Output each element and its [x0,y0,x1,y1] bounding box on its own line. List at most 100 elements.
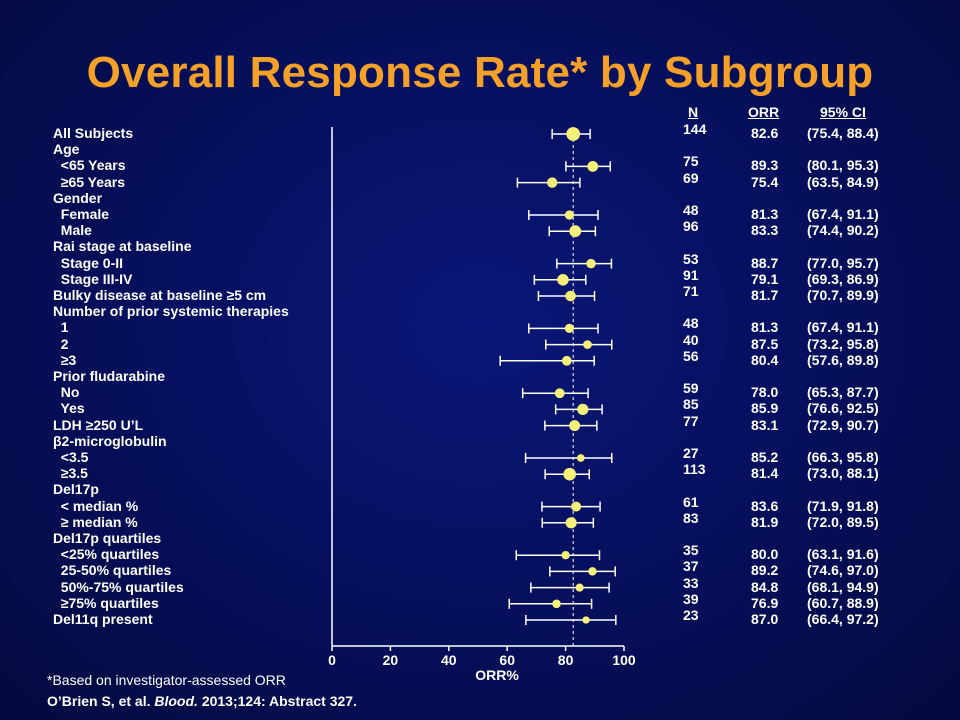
forest-row-mark [565,161,612,172]
subgroup-label: Stage 0-II [53,254,124,271]
forest-row-mark [516,177,581,188]
orr-point [561,355,572,366]
subgroup-label: 25-50% quartiles [53,562,172,579]
orr-value: 89.3 [751,157,779,174]
subgroup-header: Gender [53,189,103,206]
subgroup-header: Rai stage at baseline [53,238,192,255]
forest-row-mark [541,517,595,529]
n-value: 96 [683,218,699,235]
ci-value: (74.6, 97.0) [807,562,879,579]
orr-value: 81.3 [751,206,779,222]
ci-value: (70.7, 89.9) [807,287,879,303]
orr-value: 82.6 [751,125,779,141]
x-tick-label: 0 [328,652,336,668]
ci-value: (77.0, 95.7) [807,254,879,271]
subgroup-label: <3.5 [53,449,89,465]
ci-value: (57.6, 89.8) [807,351,879,368]
subgroup-label: 50%-75% quartiles [53,578,184,595]
orr-point [587,161,599,172]
ci-value: (73.0, 88.1) [807,465,879,482]
orr-point [546,177,558,188]
orr-point [566,127,581,141]
subgroup-label: <25% quartiles [53,546,160,563]
ci-value: (73.2, 95.8) [807,335,879,352]
orr-value: 78.0 [751,384,779,401]
forest-row-mark [556,258,613,269]
orr-point [552,599,561,609]
ci-value: (67.4, 91.1) [807,319,879,336]
orr-point [569,420,581,432]
subgroup-label: Del11q present [53,611,153,627]
forest-row-mark [530,582,610,593]
orr-value: 85.2 [751,449,779,465]
orr-value: 84.8 [751,578,779,595]
footnote: *Based on investigator-assessed ORR [47,672,286,688]
forest-row-mark [551,127,591,141]
orr-value: 81.7 [751,287,779,303]
orr-value: 79.1 [751,270,779,287]
x-tick-label: 40 [441,652,457,668]
ci-value: (68.1, 94.9) [807,578,879,595]
subgroup-header: Number of prior systemic therapies [53,303,289,320]
ci-value: (69.3, 86.9) [807,270,879,287]
subgroup-label: Female [53,206,110,222]
ci-value: (66.4, 97.2) [807,611,879,627]
header-n: N [688,104,699,120]
n-value: 91 [683,266,699,283]
forest-row-mark [544,467,591,481]
subgroup-label: ≥ median % [53,513,138,530]
ci-value: (72.0, 89.5) [807,513,879,530]
subgroup-header: Prior fludarabine [53,368,166,384]
subgroup-label: ≥65 Years [53,173,126,190]
forest-row-mark [528,323,599,334]
orr-value: 75.4 [751,173,779,190]
n-value: 27 [683,445,699,461]
forest-row-mark [508,598,593,609]
ci-value: (66.3, 95.8) [807,449,879,465]
header-ci: 95% CI [820,104,866,120]
x-tick-label: 100 [612,652,636,668]
ci-value: (60.7, 88.9) [807,594,879,611]
ci-value: (72.9, 90.7) [807,416,879,433]
forest-row-mark [525,615,617,625]
x-tick-label: 60 [499,652,515,668]
ci-value: (75.4, 88.4) [807,125,879,141]
forest-row-mark [515,550,601,561]
n-value: 71 [683,283,699,299]
x-tick-label: 80 [558,652,574,668]
orr-point [583,340,592,349]
subgroup-label: Male [53,222,92,239]
ci-value: (74.4, 90.2) [807,222,879,239]
orr-value: 83.3 [751,222,779,239]
orr-value: 80.4 [751,351,779,368]
orr-value: 83.1 [751,416,779,433]
subgroup-header: Del17p quartiles [53,530,162,546]
n-value: 56 [683,347,699,364]
orr-value: 76.9 [751,594,779,611]
n-value: 69 [683,169,699,186]
orr-value: 80.0 [751,546,779,563]
n-value: 77 [683,412,699,429]
subgroup-label: ≥3 [53,351,77,368]
subgroup-label: ≥3.5 [53,465,88,482]
citation-journal: Blood. [154,693,198,709]
slide-title: Overall Response Rate* by Subgroup [86,48,874,97]
orr-point [554,388,565,399]
orr-point [561,551,570,560]
n-value: 37 [683,558,699,575]
orr-value: 89.2 [751,562,779,579]
orr-point [582,616,590,624]
orr-point [577,403,589,416]
orr-point [576,454,585,462]
orr-value: 88.7 [751,254,779,271]
citation: O’Brien S, et al. Blood. 2013;124: Abstr… [47,693,357,709]
subgroup-label: No [53,384,80,401]
subgroup-label: <65 Years [53,157,126,174]
ci-value: (67.4, 91.1) [807,206,879,222]
subgroup-label: All Subjects [53,125,134,141]
orr-value: 81.4 [751,465,779,482]
orr-point [564,210,575,220]
subgroup-label: < median % [53,497,139,514]
orr-value: 87.0 [751,611,779,627]
